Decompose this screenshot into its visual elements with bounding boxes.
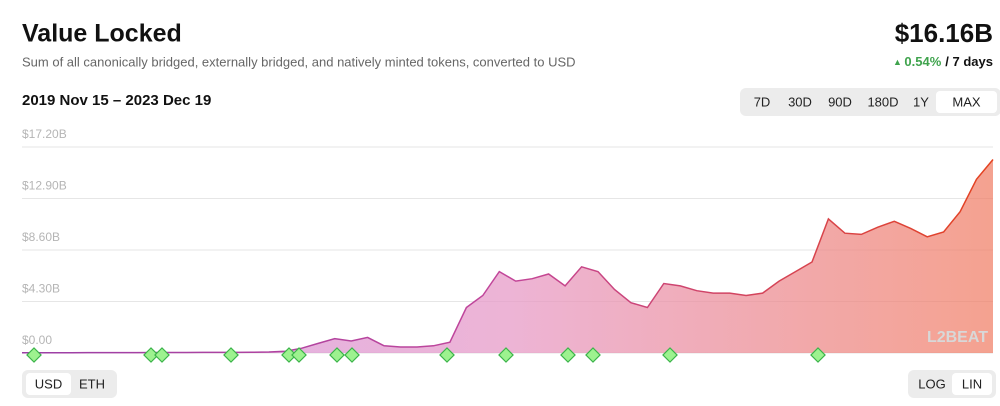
toggle-button[interactable]: MAX xyxy=(936,91,997,113)
toggle-button[interactable]: LOG xyxy=(918,376,945,391)
y-tick-label: $0.00 xyxy=(22,333,52,347)
button-label[interactable]: 90D xyxy=(828,94,852,109)
line xyxy=(22,159,994,354)
change-line: ▲ 0.54% / 7 days xyxy=(893,54,993,69)
toggle-button[interactable]: ETH xyxy=(79,376,105,391)
milestone[interactable] xyxy=(810,347,826,363)
milestone[interactable] xyxy=(585,347,601,363)
milestone[interactable] xyxy=(498,347,514,363)
button-label[interactable]: 180D xyxy=(867,94,898,109)
milestone[interactable] xyxy=(344,347,360,363)
button-selected xyxy=(952,373,992,395)
button-label[interactable]: 30D xyxy=(788,94,812,109)
y-tick-label: $17.20B xyxy=(22,127,67,141)
y-tick-label: $4.30B xyxy=(22,282,60,296)
watermark: L2BEAT xyxy=(927,329,988,346)
current-value: $16.16B xyxy=(895,18,993,48)
milestone[interactable] xyxy=(143,347,159,363)
button-label[interactable]: LIN xyxy=(962,376,982,391)
toggle-button[interactable]: 1Y xyxy=(913,94,929,109)
toggle-button[interactable]: 30D xyxy=(788,94,812,109)
button-selected xyxy=(26,373,71,395)
milestone[interactable] xyxy=(223,347,239,363)
button-group xyxy=(740,88,1000,116)
milestone[interactable] xyxy=(329,347,345,363)
change: 0.54% xyxy=(904,54,941,69)
milestone[interactable] xyxy=(662,347,678,363)
title: Value Locked xyxy=(22,20,182,48)
change-period: / 7 days xyxy=(945,54,993,69)
toggle-button[interactable]: 90D xyxy=(828,94,852,109)
button-label[interactable]: 1Y xyxy=(913,94,929,109)
y-tick-label: $8.60B xyxy=(22,230,60,244)
toggle-button[interactable]: 7D xyxy=(754,94,771,109)
milestone[interactable] xyxy=(439,347,455,363)
button-selected xyxy=(936,91,997,113)
up-arrow: ▲ xyxy=(893,57,904,67)
button-label[interactable]: 7D xyxy=(754,94,771,109)
milestone[interactable] xyxy=(291,347,307,363)
subtitle: Sum of all canonically bridged, external… xyxy=(22,54,576,69)
area xyxy=(22,159,993,353)
button-label[interactable]: MAX xyxy=(952,94,981,109)
button-label[interactable]: LOG xyxy=(918,376,945,391)
y-tick-label: $12.90B xyxy=(22,179,67,193)
date-range: 2019 Nov 15 – 2023 Dec 19 xyxy=(22,92,211,109)
milestone[interactable] xyxy=(26,347,42,363)
milestone[interactable] xyxy=(281,347,297,363)
toggle-button[interactable]: LIN xyxy=(952,373,992,395)
button-label[interactable]: USD xyxy=(35,376,62,391)
toggle-button[interactable]: 180D xyxy=(867,94,898,109)
milestone[interactable] xyxy=(560,347,576,363)
milestone[interactable] xyxy=(154,347,170,363)
toggle-button[interactable]: USD xyxy=(26,373,71,395)
button-label[interactable]: ETH xyxy=(79,376,105,391)
